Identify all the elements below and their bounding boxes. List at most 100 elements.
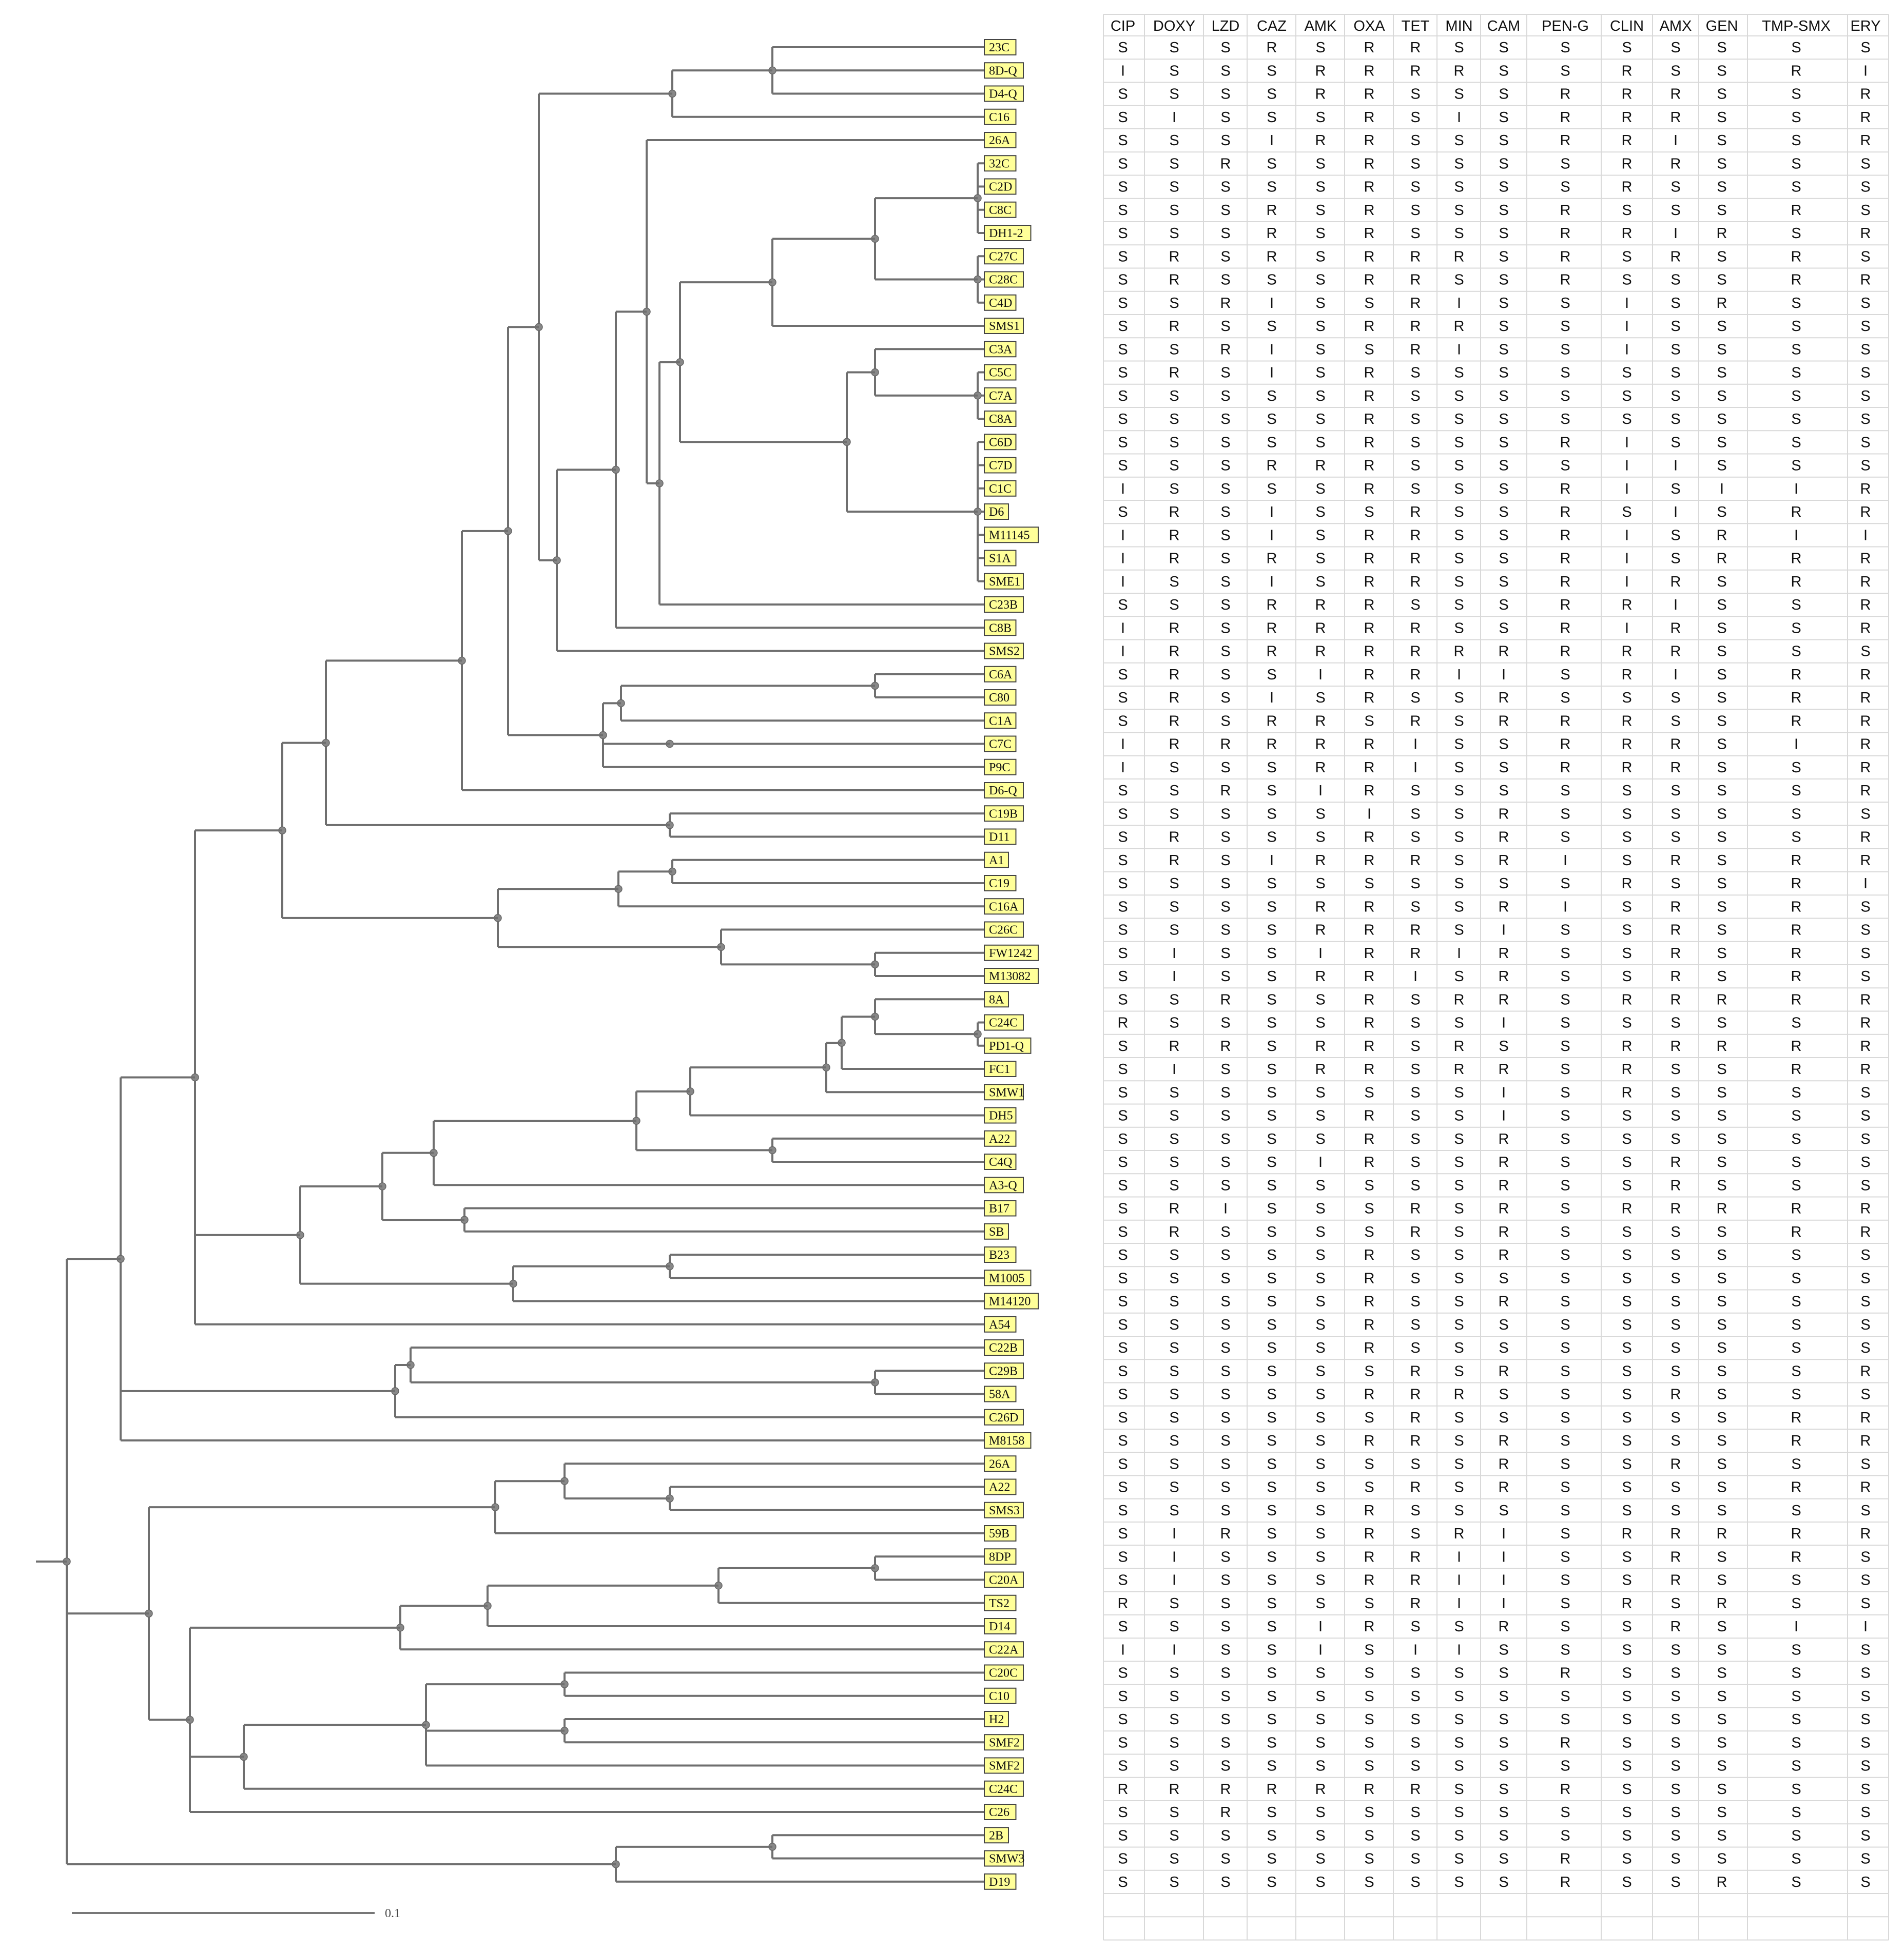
tip-label: C19 [984,875,1017,891]
resistance-cell: R [1717,1874,1727,1890]
resistance-cell: S [1267,481,1276,497]
resistance-cell: I [1502,1015,1506,1031]
resistance-cell: S [1267,1038,1276,1055]
resistance-cell: R [1560,86,1571,103]
resistance-cell: R [1560,736,1571,753]
resistance-cell: S [1860,1781,1870,1798]
resistance-cell: I [1367,806,1371,822]
tip-label-text: C26 [989,1806,1009,1819]
tip-label: 26A [984,132,1017,148]
tip-label-text: A54 [989,1318,1010,1332]
resistance-cell: S [1670,179,1680,196]
resistance-cell: S [1315,295,1325,311]
tip-label: C7A [984,387,1017,404]
resistance-cell: S [1499,1711,1508,1728]
resistance-cell: S [1364,1665,1374,1682]
resistance-cell: S [1118,341,1128,358]
resistance-cell: S [1315,829,1325,846]
resistance-cell: S [1791,1294,1801,1310]
resistance-cell: R [1670,644,1681,660]
resistance-cell: R [1670,922,1681,939]
tip-label: C28C [984,271,1024,288]
resistance-cell: R [1364,1108,1375,1124]
tip-label-box [984,619,1017,636]
resistance-cell: S [1410,1084,1420,1101]
resistance-cell: S [1860,1340,1870,1356]
resistance-cell: S [1267,968,1276,985]
tip-label: SMW3 [984,1850,1024,1867]
tip-label-box [984,178,1017,195]
resistance-cell: S [1220,1131,1230,1147]
resistance-cell: S [1860,1247,1870,1263]
resistance-cell: S [1454,1758,1464,1775]
resistance-cell: S [1622,1363,1631,1379]
tip-label: 58A [984,1386,1017,1402]
resistance-cell: R [1454,318,1465,335]
resistance-cell: S [1791,1340,1801,1356]
resistance-cell: R [1315,132,1326,149]
resistance-cell: R [1860,1526,1871,1542]
resistance-cell: S [1220,597,1230,613]
resistance-cell: R [1315,852,1326,869]
resistance-cell: S [1454,1456,1464,1472]
resistance-cell: S [1670,527,1680,543]
resistance-cell: S [1364,1688,1374,1705]
tip-label-text: M11145 [989,529,1030,542]
resistance-cell: R [1364,388,1375,404]
resistance-cell: R [1220,1038,1231,1055]
resistance-cell: R [1860,1433,1871,1449]
resistance-cell: R [1364,411,1375,427]
resistance-cell: S [1267,388,1276,404]
tip-label-text: C26C [989,924,1018,937]
tip-label: C8A [984,411,1017,427]
resistance-cell: S [1220,365,1230,381]
resistance-cell: I [1318,1642,1323,1658]
resistance-cell: S [1315,109,1325,126]
resistance-cell: R [1499,1294,1509,1310]
resistance-cell: S [1622,899,1631,915]
resistance-cell: R [1499,852,1509,869]
tip-label-text: SMS2 [989,645,1020,658]
resistance-cell: S [1860,1084,1870,1101]
resistance-cell: I [1413,736,1417,753]
tip-label: 32C [984,155,1017,172]
resistance-cell: S [1717,1758,1726,1775]
resistance-cell: I [1121,1642,1125,1658]
resistance-cell: S [1315,991,1325,1008]
resistance-cell: S [1315,1479,1325,1496]
resistance-cell: S [1220,829,1230,846]
tip-label-text: FW1242 [989,947,1032,960]
resistance-cell: S [1670,411,1680,427]
resistance-cell: S [1169,759,1179,776]
resistance-cell: R [1315,86,1326,103]
resistance-cell: R [1622,1061,1633,1078]
resistance-cell: R [1622,667,1633,683]
resistance-cell: S [1169,1758,1179,1775]
resistance-cell: I [1863,875,1868,892]
resistance-cell: S [1791,1456,1801,1472]
resistance-cell: S [1315,1131,1325,1147]
resistance-cell: S [1267,899,1276,915]
resistance-cell: S [1315,527,1325,543]
resistance-cell: R [1717,1038,1727,1055]
resistance-cell: S [1364,504,1374,520]
resistance-cell: S [1560,388,1570,404]
resistance-cell: I [1625,434,1629,451]
tip-label: C10 [984,1687,1017,1704]
resistance-cell: S [1791,1317,1801,1333]
column-header-caz: CAZ [1257,18,1287,34]
resistance-cell: S [1169,202,1179,219]
resistance-cell: S [1622,411,1631,427]
resistance-cell: R [1499,945,1509,962]
resistance-cell: S [1267,1572,1276,1589]
resistance-cell: S [1622,1642,1631,1658]
resistance-cell: S [1267,1827,1276,1844]
tip-label: M13082 [984,968,1039,984]
resistance-cell: S [1791,1874,1801,1890]
resistance-cell: S [1410,1827,1420,1844]
resistance-cell: R [1315,968,1326,985]
resistance-cell: R [1410,551,1421,567]
resistance-cell: S [1860,1270,1870,1286]
tip-label-text: TS2 [989,1597,1009,1610]
resistance-cell: S [1118,1619,1128,1635]
